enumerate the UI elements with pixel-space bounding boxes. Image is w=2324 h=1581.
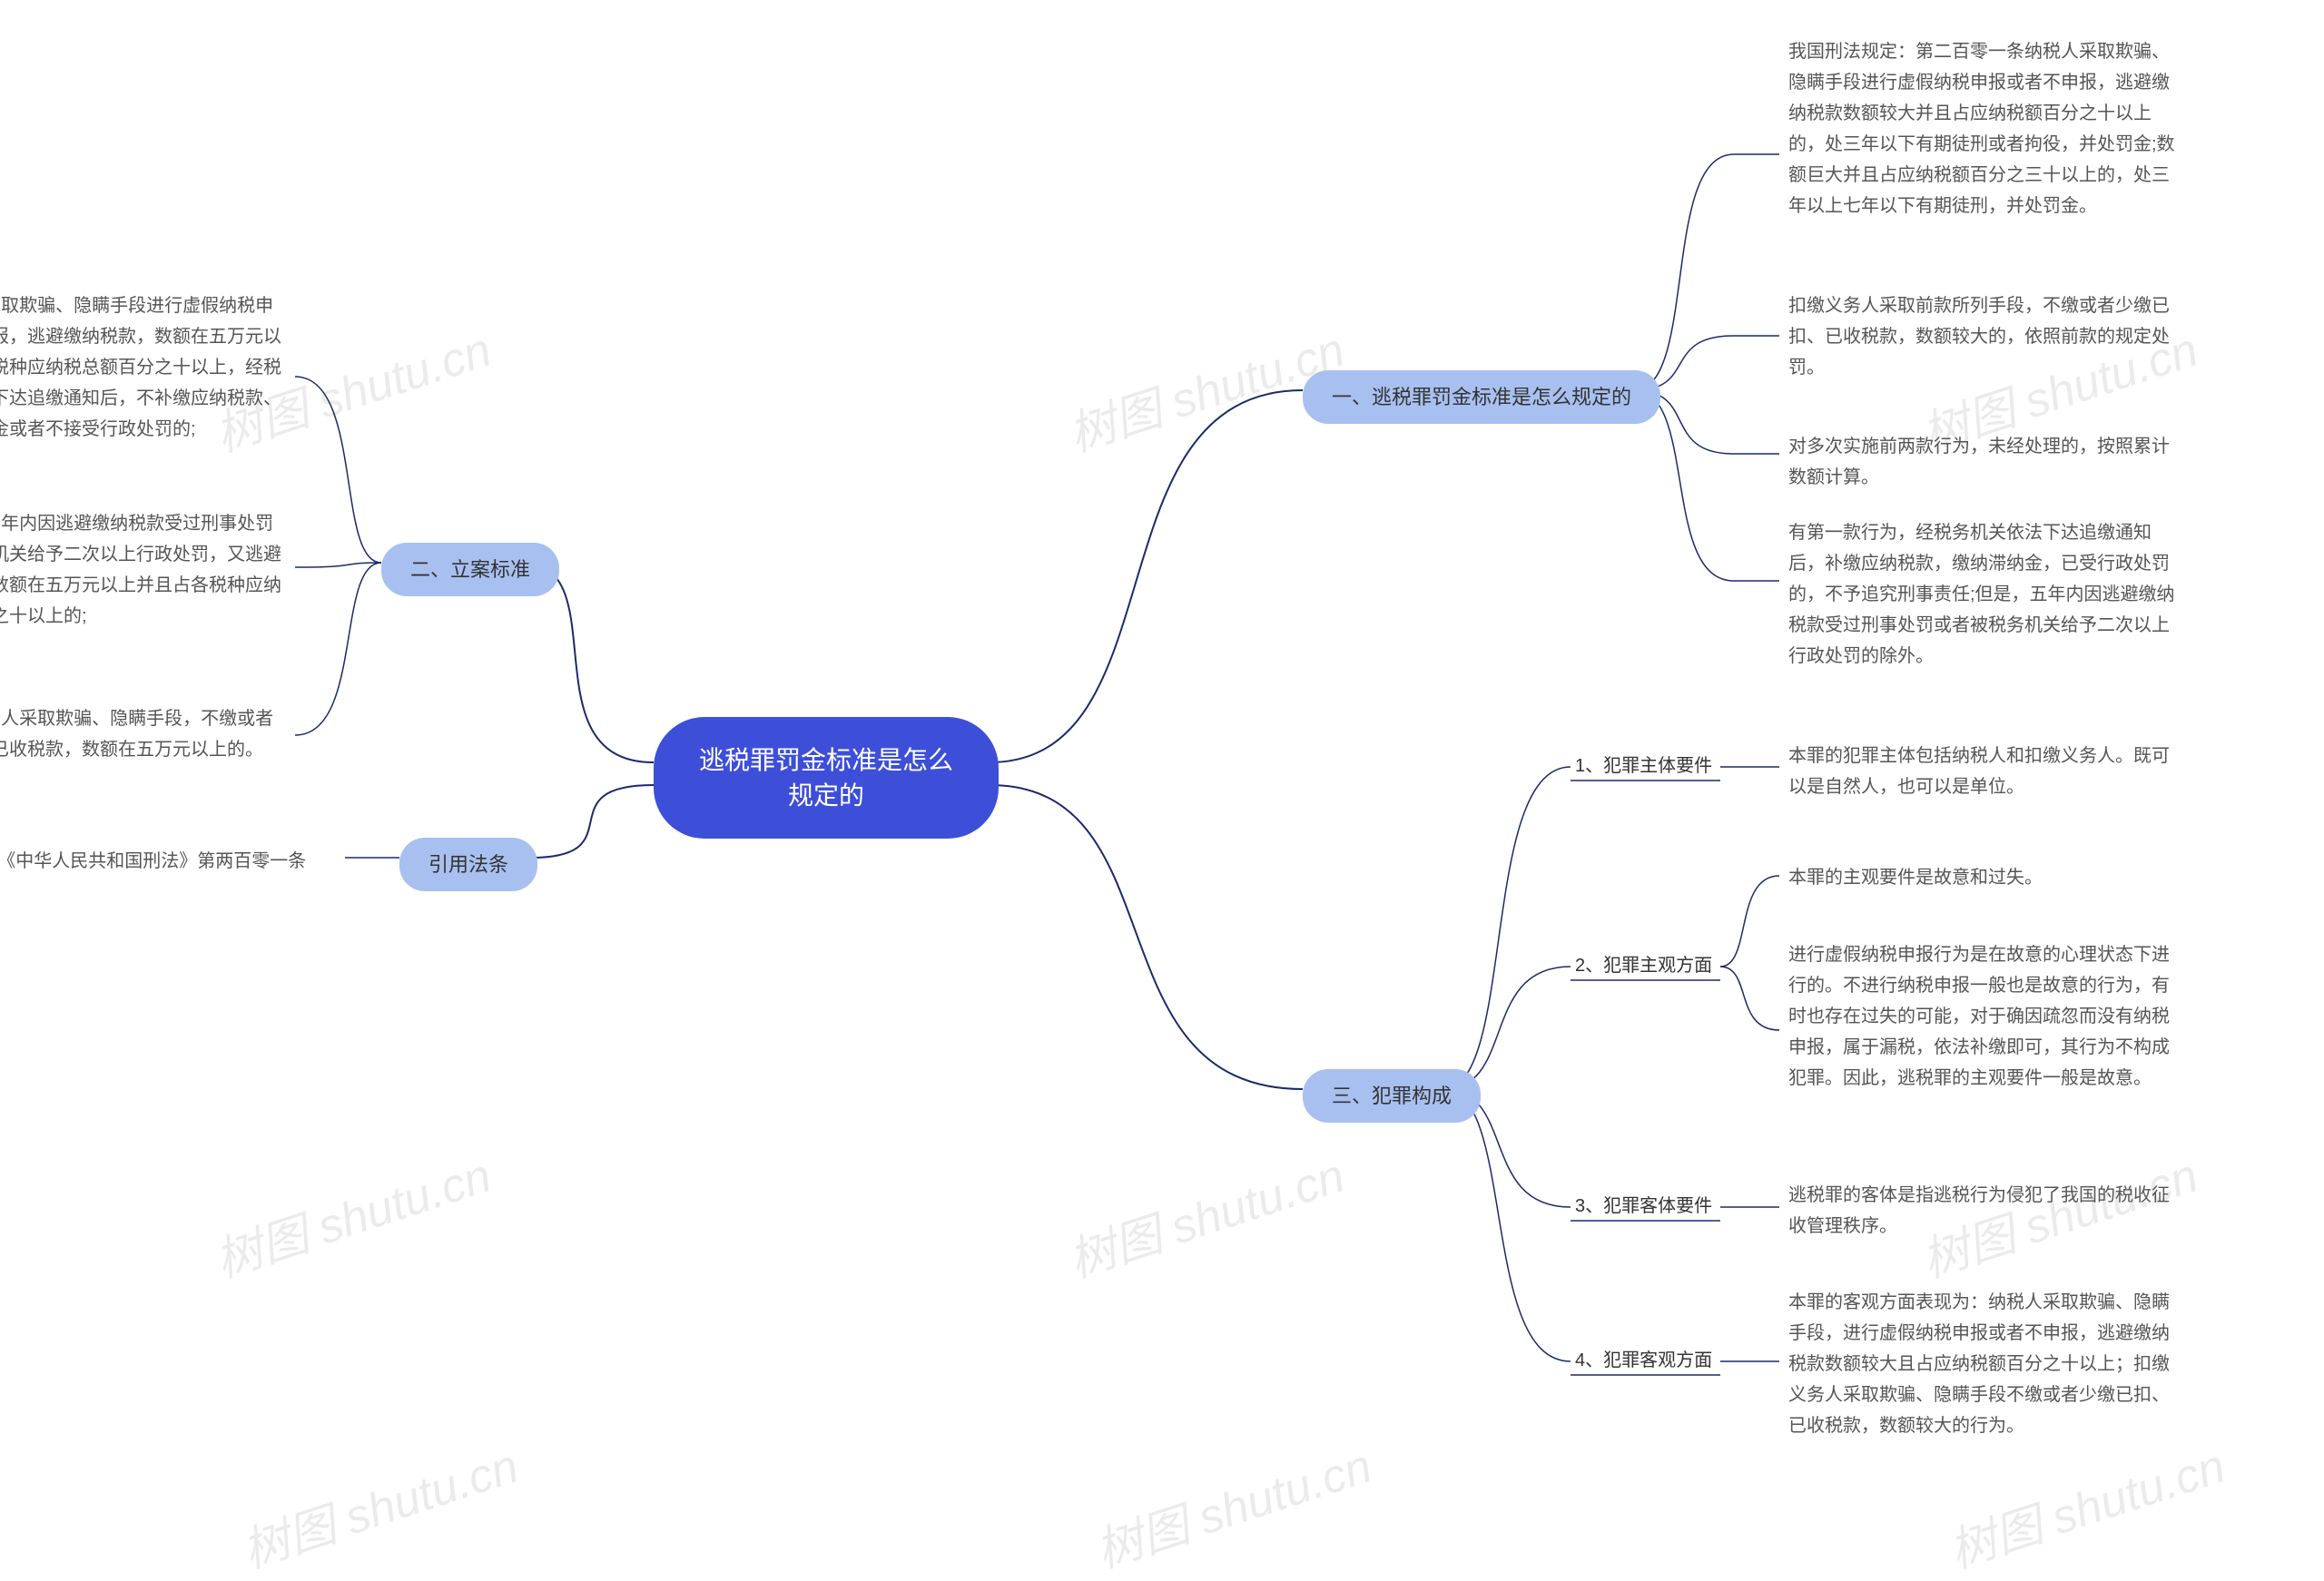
- sub-node[interactable]: 4、犯罪客观方面: [1575, 1346, 1712, 1375]
- leaf-node: 逃税罪的客体是指逃税行为侵犯了我国的税收征收管理秩序。: [1788, 1180, 2179, 1242]
- leaf-node: 2、纳税人五年内因逃避缴纳税款受过刑事处罚或者被税务机关给予二次以上行政处罚，又…: [0, 508, 290, 632]
- watermark: 树图 shutu.cn: [1059, 1137, 1352, 1291]
- branch-node-3[interactable]: 三、犯罪构成: [1303, 1069, 1481, 1123]
- leaf-node: 本罪的犯罪主体包括纳税人和扣缴义务人。既可以是自然人，也可以是单位。: [1788, 741, 2179, 802]
- root-node[interactable]: 逃税罪罚金标准是怎么规定的: [654, 717, 999, 839]
- leaf-node: 本罪的主观要件是故意和过失。: [1788, 862, 2043, 893]
- sub-node[interactable]: 1、犯罪主体要件: [1575, 751, 1712, 781]
- branch-node-2[interactable]: 二、立案标准: [381, 543, 559, 596]
- watermark: 树图 shutu.cn: [232, 1428, 526, 1581]
- leaf-node: 3、扣缴义务人采取欺骗、隐瞒手段，不缴或者少缴已扣、已收税款，数额在五万元以上的…: [0, 703, 290, 765]
- leaf-node: 进行虚假纳税申报行为是在故意的心理状态下进行的。不进行纳税申报一般也是故意的行为…: [1788, 939, 2179, 1094]
- watermark: 树图 shutu.cn: [205, 1137, 498, 1291]
- leaf-node: 扣缴义务人采取前款所列手段，不缴或者少缴已扣、已收税款，数额较大的，依照前款的规…: [1788, 290, 2179, 383]
- leaf-node: 1、纳税人采取欺骗、隐瞒手段进行虚假纳税申报或者不申报，逃避缴纳税款，数额在五万…: [0, 290, 290, 445]
- leaf-node: [1]《中华人民共和国刑法》第两百零一条: [0, 846, 340, 877]
- sub-node[interactable]: 2、犯罪主观方面: [1575, 951, 1712, 980]
- sub-node[interactable]: 3、犯罪客体要件: [1575, 1192, 1712, 1221]
- leaf-node: 本罪的客观方面表现为：纳税人采取欺骗、隐瞒手段，进行虚假纳税申报或者不申报，逃避…: [1788, 1287, 2179, 1441]
- branch-node-4[interactable]: 引用法条: [399, 838, 537, 891]
- watermark: 树图 shutu.cn: [1939, 1428, 2232, 1581]
- watermark: 树图 shutu.cn: [1086, 1428, 1379, 1581]
- leaf-node: 有第一款行为，经税务机关依法下达追缴通知后，补缴应纳税款，缴纳滞纳金，已受行政处…: [1788, 517, 2179, 672]
- leaf-node: 对多次实施前两款行为，未经处理的，按照累计数额计算。: [1788, 431, 2179, 493]
- branch-node-1[interactable]: 一、逃税罪罚金标准是怎么规定的: [1303, 370, 1660, 424]
- leaf-node: 我国刑法规定：第二百零一条纳税人采取欺骗、隐瞒手段进行虚假纳税申报或者不申报，逃…: [1788, 36, 2179, 221]
